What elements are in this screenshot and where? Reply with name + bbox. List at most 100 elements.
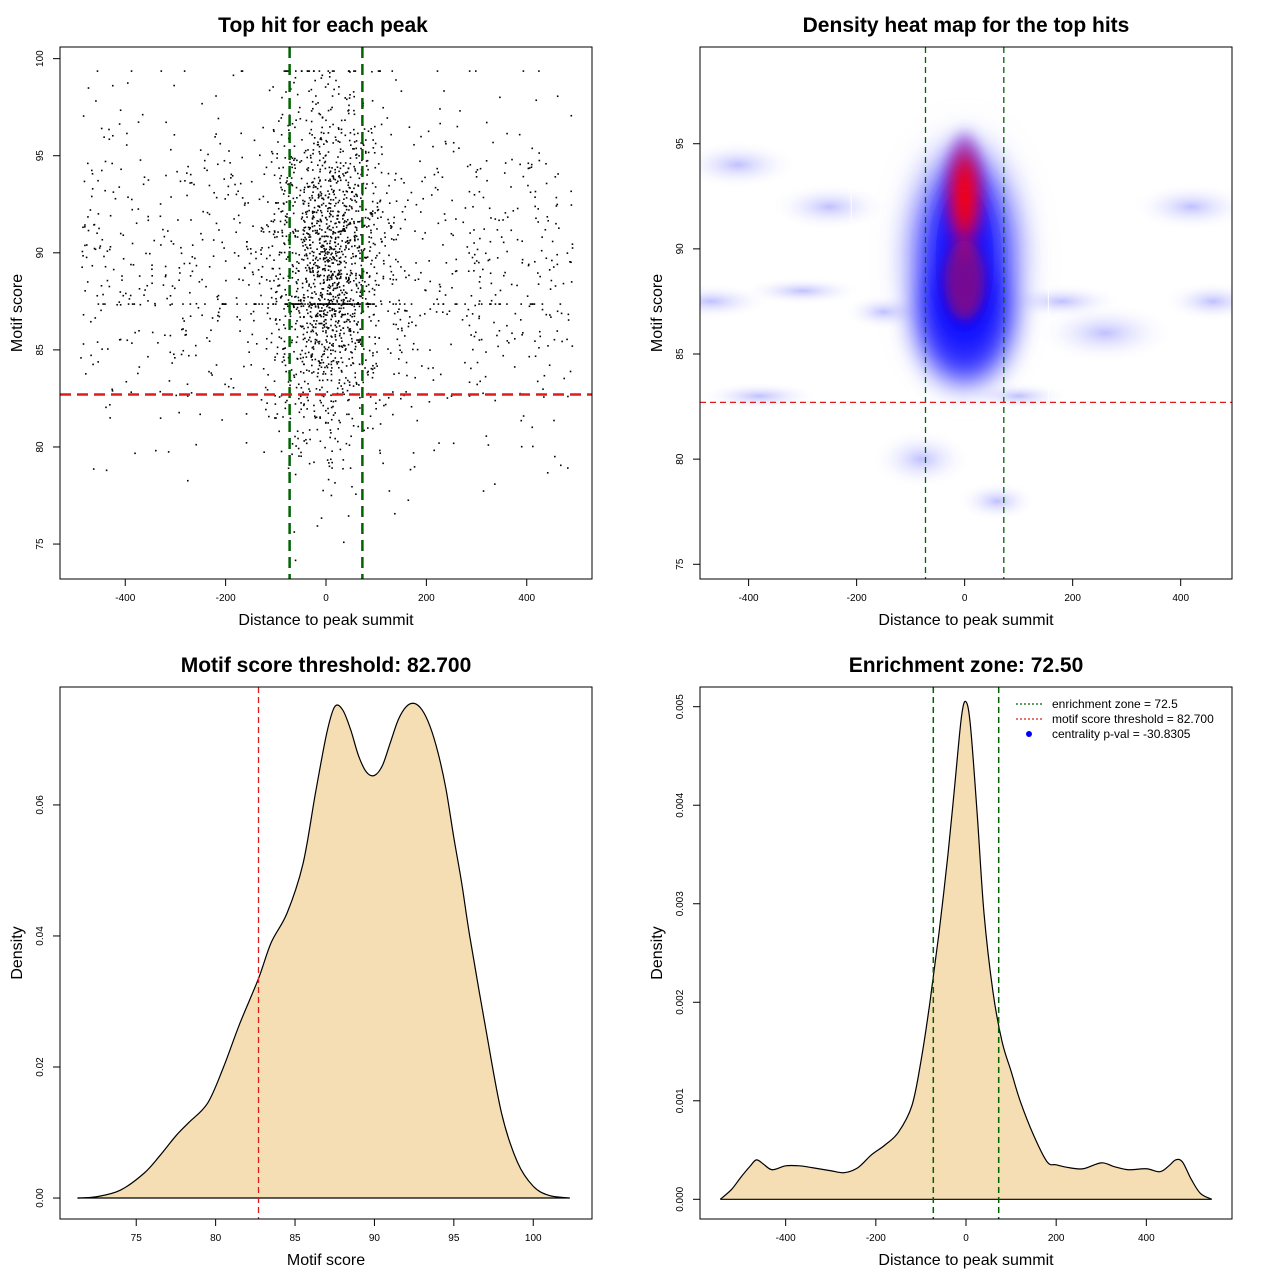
score-density-title: Motif score threshold: 82.700 bbox=[181, 654, 472, 677]
scatter-point bbox=[322, 258, 325, 261]
scatter-point bbox=[310, 354, 313, 357]
legend: enrichment zone = 72.5 motif score thres… bbox=[1016, 697, 1214, 741]
scatter-point bbox=[283, 347, 285, 350]
scatter-point bbox=[348, 413, 350, 416]
scatter-point bbox=[208, 184, 211, 187]
scatter-point bbox=[483, 228, 486, 230]
scatter-point bbox=[546, 216, 549, 218]
scatter-point bbox=[538, 159, 541, 162]
scatter-point bbox=[335, 339, 337, 341]
scatter-point bbox=[345, 276, 347, 279]
scatter-point bbox=[172, 243, 175, 245]
scatter-point bbox=[324, 373, 327, 375]
scatter-point bbox=[404, 218, 406, 221]
scatter-point bbox=[546, 472, 549, 474]
scatter-point bbox=[344, 256, 347, 258]
scatter-point bbox=[357, 210, 360, 212]
scatter-point bbox=[125, 380, 128, 383]
scatter-point bbox=[295, 119, 297, 122]
scatter-point bbox=[208, 370, 210, 373]
scatter-point bbox=[236, 316, 239, 318]
scatter-point bbox=[337, 269, 340, 272]
scatter-point bbox=[368, 275, 371, 277]
scatter-point bbox=[268, 230, 271, 233]
scatter-point bbox=[330, 274, 333, 277]
scatter-point bbox=[102, 293, 104, 296]
scatter-point bbox=[138, 366, 141, 368]
scatter-point bbox=[303, 254, 306, 257]
scatter-point bbox=[336, 286, 339, 289]
scatter-point bbox=[293, 306, 295, 308]
scatter-point bbox=[334, 324, 337, 327]
score-density-x-ticks: 75 80 85 90 95 100 bbox=[131, 1219, 542, 1244]
scatter-point bbox=[186, 194, 188, 197]
scatter-point bbox=[455, 218, 457, 220]
scatter-point bbox=[303, 316, 305, 319]
scatter-point bbox=[332, 414, 335, 416]
scatter-point bbox=[543, 374, 546, 377]
scatter-point bbox=[232, 387, 235, 389]
scatter-point bbox=[332, 360, 335, 362]
scatter-point bbox=[374, 212, 376, 214]
scatter-point bbox=[322, 202, 325, 205]
scatter-point bbox=[401, 329, 403, 332]
scatter-point bbox=[353, 187, 355, 190]
scatter-point bbox=[315, 315, 317, 318]
scatter-point bbox=[527, 162, 530, 165]
scatter-point bbox=[336, 214, 339, 217]
scatter-point bbox=[336, 273, 339, 276]
scatter-point bbox=[295, 373, 298, 376]
scatter-point bbox=[363, 224, 366, 227]
scatter-point bbox=[309, 262, 311, 264]
scatter-point bbox=[519, 319, 522, 321]
scatter-point bbox=[342, 391, 344, 394]
scatter-point bbox=[339, 351, 341, 353]
scatter-point bbox=[356, 195, 358, 198]
scatter-point bbox=[291, 252, 294, 254]
scatter-point bbox=[381, 240, 383, 243]
scatter-point bbox=[214, 136, 216, 138]
scatter-point bbox=[399, 349, 401, 351]
scatter-point bbox=[312, 149, 315, 151]
scatter-point bbox=[324, 86, 327, 88]
scatter-point bbox=[324, 179, 327, 181]
scatter-point bbox=[175, 394, 178, 397]
scatter-point bbox=[342, 303, 345, 305]
scatter-point bbox=[394, 179, 396, 181]
scatter-point bbox=[555, 205, 558, 207]
scatter-point bbox=[321, 293, 324, 296]
scatter-point bbox=[342, 190, 345, 193]
scatter-point bbox=[333, 70, 335, 72]
scatter-point bbox=[320, 194, 322, 197]
scatter-point bbox=[567, 313, 570, 316]
scatter-point bbox=[480, 303, 483, 305]
scatter-point bbox=[246, 241, 248, 243]
scatter-point bbox=[247, 202, 249, 204]
scatter-point bbox=[275, 297, 277, 300]
scatter-point bbox=[502, 241, 505, 244]
scatter-point bbox=[299, 194, 301, 197]
scatter-point bbox=[397, 234, 399, 236]
scatter-point bbox=[371, 368, 374, 371]
scatter-point bbox=[330, 370, 332, 372]
scatter-point bbox=[370, 212, 373, 214]
scatter-point bbox=[315, 320, 318, 322]
scatter-point bbox=[275, 318, 277, 320]
scatter-point bbox=[318, 362, 321, 364]
scatter-point bbox=[157, 342, 159, 344]
scatter-point bbox=[264, 386, 267, 389]
scatter-point bbox=[284, 407, 287, 410]
scatter-point bbox=[478, 303, 480, 305]
scatter-point bbox=[451, 199, 453, 202]
scatter-point bbox=[323, 250, 326, 253]
scatter-point bbox=[375, 305, 377, 308]
scatter-point bbox=[485, 121, 488, 124]
scatter-point bbox=[478, 317, 480, 320]
scatter-point bbox=[340, 273, 343, 275]
scatter-point bbox=[399, 318, 402, 321]
scatter-point bbox=[405, 361, 408, 364]
scatter-point bbox=[308, 266, 310, 269]
scatter-point bbox=[502, 354, 505, 357]
scatter-point bbox=[351, 245, 353, 248]
scatter-point bbox=[327, 298, 330, 301]
